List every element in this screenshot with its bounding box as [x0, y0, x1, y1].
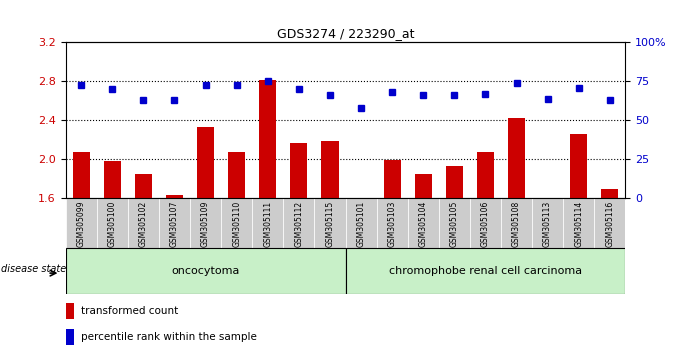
- Text: GSM305109: GSM305109: [201, 201, 210, 247]
- Bar: [377, 198, 408, 248]
- Bar: [563, 198, 594, 248]
- Text: chromophobe renal cell carcinoma: chromophobe renal cell carcinoma: [389, 266, 582, 276]
- Bar: [166, 195, 183, 198]
- Bar: [532, 198, 563, 248]
- Bar: [408, 198, 439, 248]
- Bar: [446, 166, 463, 198]
- Text: GSM305103: GSM305103: [388, 201, 397, 247]
- Bar: [128, 198, 159, 248]
- Text: GSM305111: GSM305111: [263, 201, 272, 247]
- Text: GSM305112: GSM305112: [294, 201, 303, 247]
- Bar: [221, 198, 252, 248]
- Text: GSM305100: GSM305100: [108, 201, 117, 247]
- Bar: [477, 153, 494, 198]
- Bar: [283, 198, 314, 248]
- Text: oncocytoma: oncocytoma: [171, 266, 240, 276]
- Bar: [66, 329, 74, 345]
- Text: GSM305110: GSM305110: [232, 201, 241, 247]
- Bar: [290, 143, 307, 198]
- Text: disease state: disease state: [1, 263, 66, 274]
- Text: GSM305106: GSM305106: [481, 201, 490, 247]
- Bar: [570, 134, 587, 198]
- Bar: [321, 141, 339, 198]
- Text: percentile rank within the sample: percentile rank within the sample: [81, 332, 256, 342]
- Title: GDS3274 / 223290_at: GDS3274 / 223290_at: [277, 27, 414, 40]
- Text: GSM305108: GSM305108: [512, 201, 521, 247]
- Text: GSM305113: GSM305113: [543, 201, 552, 247]
- Bar: [508, 118, 525, 198]
- Text: GSM305101: GSM305101: [357, 201, 366, 247]
- Bar: [228, 153, 245, 198]
- Bar: [314, 198, 346, 248]
- Bar: [439, 198, 470, 248]
- Bar: [197, 127, 214, 198]
- Bar: [97, 198, 128, 248]
- Bar: [594, 198, 625, 248]
- Bar: [259, 80, 276, 198]
- Bar: [346, 248, 625, 294]
- Bar: [73, 153, 90, 198]
- Text: GSM305116: GSM305116: [605, 201, 614, 247]
- Bar: [190, 198, 221, 248]
- Bar: [66, 303, 74, 319]
- Bar: [66, 198, 97, 248]
- Text: GSM305105: GSM305105: [450, 201, 459, 247]
- Bar: [104, 161, 121, 198]
- Bar: [66, 248, 346, 294]
- Bar: [346, 198, 377, 248]
- Bar: [470, 198, 501, 248]
- Bar: [601, 189, 618, 198]
- Text: GSM305114: GSM305114: [574, 201, 583, 247]
- Text: GSM305115: GSM305115: [325, 201, 334, 247]
- Bar: [384, 160, 401, 198]
- Text: GSM305104: GSM305104: [419, 201, 428, 247]
- Bar: [252, 198, 283, 248]
- Bar: [159, 198, 190, 248]
- Bar: [415, 174, 432, 198]
- Text: GSM305102: GSM305102: [139, 201, 148, 247]
- Text: transformed count: transformed count: [81, 306, 178, 316]
- Bar: [501, 198, 532, 248]
- Text: GSM305107: GSM305107: [170, 201, 179, 247]
- Text: GSM305099: GSM305099: [77, 201, 86, 247]
- Bar: [135, 174, 152, 198]
